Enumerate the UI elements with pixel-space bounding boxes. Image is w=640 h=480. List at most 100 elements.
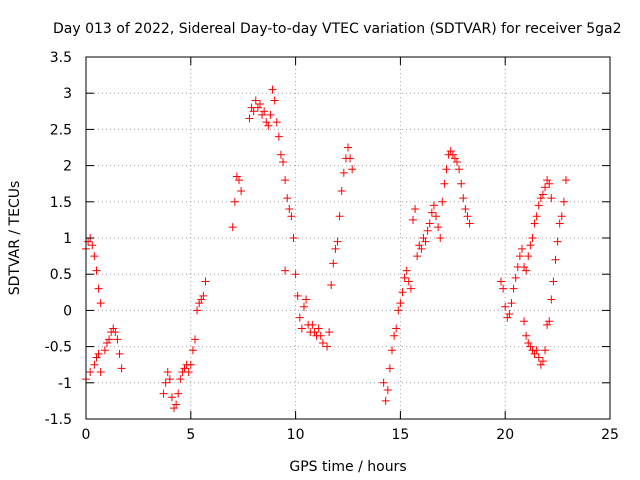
data-point [559,197,568,206]
data-point [232,172,241,181]
data-point [245,114,254,123]
data-point [421,237,430,246]
data-point [379,378,388,387]
x-axis-label: GPS time / hours [289,459,406,475]
y-axis-label: SDTVAR / TECUs [7,181,23,296]
y-tick-label: 3.5 [50,50,72,66]
y-tick-label: 2 [63,159,72,175]
data-point [448,150,457,159]
data-point [503,313,512,322]
data-point [459,194,468,203]
data-point [344,143,352,152]
data-point [392,324,401,333]
data-point [84,237,93,246]
data-point [413,252,422,261]
data-point [159,389,168,398]
data-point [522,331,531,340]
data-point [190,335,199,344]
data-point [511,273,520,282]
data-point [325,328,334,337]
data-point [388,346,397,355]
data-point [272,118,281,127]
data-point [398,288,407,297]
data-point [517,244,526,253]
data-point [253,103,262,112]
data-point [100,346,109,355]
data-point [427,208,436,217]
data-point [450,154,459,163]
data-point [509,284,518,293]
axis-ticks: 0 5 10 15 20 25 -1.5 -1 -0.5 0 0.5 1 1.5 2 2.5 3 3.5 [45,50,619,443]
y-tick-label: 2.5 [50,122,72,138]
data-point [335,212,344,221]
data-point [115,349,124,358]
y-tick-label: -1 [58,376,72,392]
data-point [96,367,105,376]
data-point [446,147,455,156]
data-point [188,346,197,355]
data-point [522,266,531,275]
data-point [276,150,285,159]
data-point [283,194,292,203]
data-point [109,324,118,333]
data-point [438,197,447,206]
data-point [268,85,277,94]
y-tick-label: 0 [63,303,72,319]
data-point [176,375,185,384]
data-point [507,299,516,308]
data-point [258,110,267,119]
data-point [105,335,114,344]
data-point [172,400,181,409]
x-tick-label: 25 [601,427,619,443]
x-tick-label: 20 [496,427,514,443]
y-tick-label: 1 [63,231,72,247]
data-point [419,234,428,242]
data-point [532,346,541,355]
series-arc-4 [159,277,210,413]
data-point [423,226,432,235]
data-point [293,291,302,300]
y-tick-label: 3 [63,86,72,102]
data-point [526,342,535,351]
data-point [536,360,545,369]
data-point [534,353,543,362]
data-point [186,360,195,369]
data-point [314,324,323,333]
data-point [327,281,336,290]
x-tick-label: 15 [391,427,409,443]
data-point [295,313,304,322]
data-point [279,157,288,166]
data-point [180,364,189,373]
data-point [333,237,342,246]
series-arc-7 [281,143,357,351]
data-point [281,266,290,275]
y-tick-label: 1.5 [50,195,72,211]
data-point [251,96,260,105]
data-point [461,205,470,214]
data-point [553,237,562,246]
data-point [538,190,547,199]
data-point [316,331,325,340]
y-tick-label: -0.5 [45,340,72,356]
data-point [289,234,298,242]
series-arc-8 [379,205,420,405]
data-point [432,212,441,221]
data-point [302,295,311,304]
data-point [390,331,399,340]
data-point [287,212,296,221]
data-point [260,107,269,116]
data-point [264,121,273,130]
data-point [170,404,179,413]
data-point [534,201,543,210]
data-point [436,234,445,242]
data-point [96,299,105,308]
data-point [545,317,554,326]
data-point [297,324,306,333]
data-point [501,302,510,311]
series-arc-11 [520,176,570,369]
data-point [547,295,556,304]
series-arc-1 [82,234,105,308]
data-point [434,223,443,232]
data-point [455,165,464,174]
